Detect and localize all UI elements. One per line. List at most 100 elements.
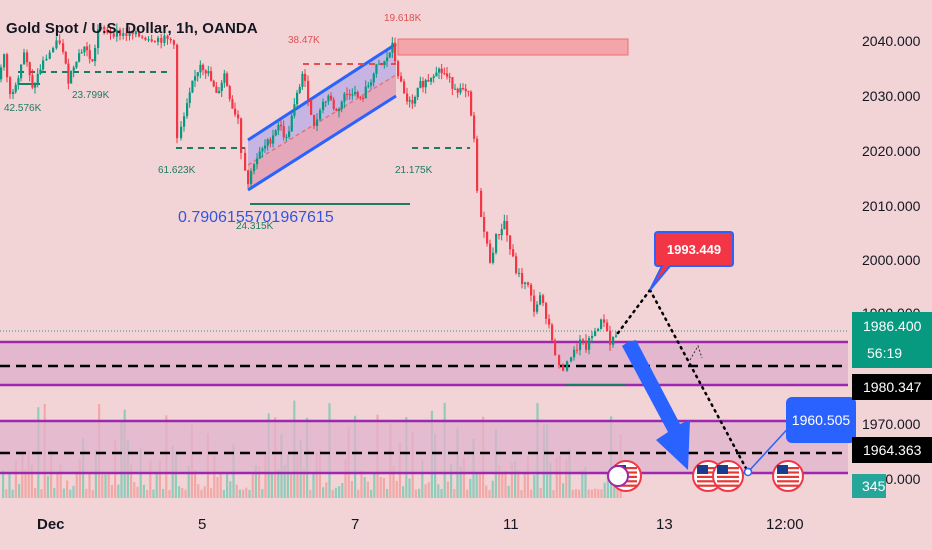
- volume-bar: [107, 473, 110, 498]
- candle-body: [20, 64, 23, 79]
- volume-bar: [613, 480, 616, 498]
- level-2-tag[interactable]: [852, 437, 932, 463]
- candle-body: [202, 64, 205, 71]
- candle-body: [166, 35, 169, 39]
- candle-body: [23, 52, 26, 65]
- candle-body: [3, 54, 6, 68]
- volume-bar: [162, 489, 165, 498]
- callout-target-low[interactable]: 1960.505: [786, 397, 856, 443]
- candle-body: [131, 31, 134, 35]
- candle-body: [375, 64, 378, 74]
- callout-target-high[interactable]: 1993.449: [649, 231, 734, 291]
- candle-body: [94, 48, 97, 62]
- volume-bar: [440, 488, 443, 498]
- volume-bar: [523, 472, 526, 498]
- candle-body: [250, 171, 253, 184]
- forecast-paths[interactable]: [616, 288, 794, 477]
- candle-body: [340, 101, 343, 110]
- support-zone-upper[interactable]: [0, 340, 848, 387]
- candle-body: [391, 42, 394, 53]
- candle-body: [585, 340, 588, 350]
- volume-bar: [562, 483, 565, 498]
- volume-bar: [414, 489, 417, 498]
- candle-body: [536, 304, 539, 312]
- volume-bar: [459, 466, 462, 498]
- volume-bar: [408, 478, 411, 498]
- candle-body: [438, 68, 441, 73]
- volume-bar: [258, 466, 261, 498]
- candle-body: [480, 190, 483, 217]
- candle-body: [256, 158, 259, 165]
- candle-body: [261, 148, 264, 152]
- candle-body: [144, 37, 147, 40]
- volume-bar: [104, 474, 107, 498]
- volume-bar: [424, 484, 427, 498]
- volume-bar: [85, 488, 88, 498]
- candle-body: [266, 139, 269, 146]
- candle-body: [416, 87, 419, 98]
- channel-mid-line: [247, 74, 397, 166]
- candle-body: [172, 40, 176, 45]
- candle-body: [109, 32, 112, 34]
- candle-body: [397, 61, 400, 77]
- volume-bar: [501, 472, 504, 498]
- candle-body: [346, 93, 349, 95]
- us-flag-icon-stripe: [777, 480, 799, 483]
- us-flag-icon-stripe: [777, 484, 799, 487]
- price-tick: 2030.000: [862, 88, 921, 104]
- volume-bar: [507, 485, 510, 498]
- candle-body: [378, 63, 381, 65]
- volume-bar: [290, 474, 293, 498]
- volume-bar: [331, 489, 334, 498]
- candle-body: [533, 295, 536, 312]
- volume-tag[interactable]: [852, 474, 886, 498]
- volume-bar: [69, 489, 72, 498]
- volume-bar: [597, 489, 600, 498]
- volume-bar: [21, 452, 24, 498]
- candle-body: [576, 349, 579, 351]
- us-flag-icon[interactable]: [772, 460, 804, 492]
- volume-bar: [245, 487, 248, 498]
- event-marker-icon[interactable]: [607, 465, 629, 487]
- candle-body: [489, 243, 492, 263]
- time-axis[interactable]: Dec 5 7 11 13 12:00: [37, 516, 804, 533]
- candle-body: [562, 365, 565, 371]
- volume-bar: [296, 452, 299, 498]
- volume-bar: [453, 489, 456, 498]
- us-flag-icon[interactable]: [712, 460, 744, 492]
- candle-body: [512, 249, 515, 257]
- us-flag-icon-stripe: [697, 480, 719, 483]
- candle-body: [125, 33, 128, 36]
- candle-body: [609, 330, 612, 345]
- candle-body: [579, 339, 582, 351]
- candle-body: [597, 328, 600, 332]
- candle-body: [285, 136, 288, 138]
- rising-channel[interactable]: [247, 42, 397, 192]
- volume-bar: [248, 489, 251, 498]
- candle-body: [247, 170, 250, 184]
- candle-body: [503, 221, 506, 230]
- volume-bar: [24, 469, 27, 498]
- volume-bar: [382, 478, 385, 498]
- candle-body: [422, 81, 425, 88]
- level-1-tag[interactable]: [852, 374, 932, 400]
- candle-body: [566, 361, 569, 371]
- candle-body: [509, 235, 512, 250]
- volume-bar: [254, 465, 257, 498]
- volume-bar: [53, 488, 56, 498]
- candle-body: [183, 116, 186, 127]
- price-axis[interactable]: 2040.000 2030.000 2020.000 2010.000 2000.000…: [862, 33, 921, 487]
- volume-bar: [373, 473, 376, 498]
- volume-bar: [594, 488, 597, 498]
- candle-body: [207, 71, 210, 74]
- volume-bar: [549, 462, 552, 498]
- candlesticks[interactable]: [0, 23, 618, 372]
- resistance-box[interactable]: [397, 38, 629, 56]
- price-tags[interactable]: 1986.400 56:19 1980.347 1964.363 345: [852, 312, 932, 498]
- current-price-tag[interactable]: [852, 312, 932, 368]
- volume-bar: [229, 481, 232, 498]
- economic-events[interactable]: [607, 460, 804, 492]
- candle-body: [400, 76, 403, 82]
- candle-body: [277, 124, 280, 131]
